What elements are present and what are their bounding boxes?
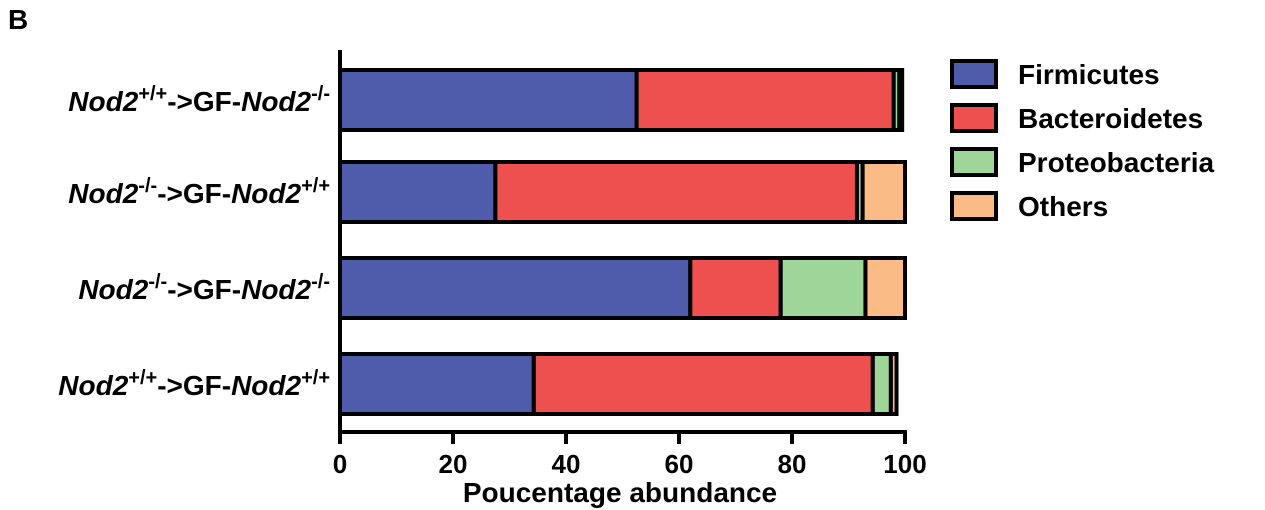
legend-label-bacteroidetes: Bacteroidetes (1018, 103, 1203, 134)
bar-segment-proteobacteria-4 (870, 352, 893, 416)
bar-segment-others-1 (897, 68, 905, 132)
bar-segment-others-2 (860, 160, 907, 224)
category-label-2: Nod2-/-->GF-Nod2+/+ (68, 175, 330, 209)
bar-segment-firmicutes-1 (338, 68, 639, 132)
bar-segment-firmicutes-2 (338, 160, 498, 224)
legend-swatch-firmicutes (950, 59, 998, 89)
bar-segment-bacteroidetes-4 (531, 352, 875, 416)
bar-segment-others-3 (863, 256, 908, 320)
x-tick-label-40: 40 (552, 449, 581, 479)
x-tick-label-100: 100 (883, 449, 926, 479)
category-label-4: Nod2+/+->GF-Nod2+/+ (58, 367, 330, 401)
x-axis: 0 20 40 60 80 100 (333, 50, 927, 479)
category-labels: Nod2+/+->GF-Nod2-/- Nod2-/-->GF-Nod2+/+ No… (58, 83, 330, 401)
legend-label-firmicutes: Firmicutes (1018, 59, 1160, 90)
category-label-3: Nod2-/-->GF-Nod2-/- (78, 271, 330, 305)
legend-swatch-others (950, 191, 998, 221)
x-tick-label-80: 80 (778, 449, 807, 479)
category-label-1: Nod2+/+->GF-Nod2-/- (68, 83, 330, 117)
bar-segment-firmicutes-3 (338, 256, 693, 320)
legend-swatch-bacteroidetes (950, 103, 998, 133)
bar-segment-bacteroidetes-3 (688, 256, 783, 320)
legend-swatch-proteobacteria (950, 147, 998, 177)
x-tick-label-0: 0 (333, 449, 347, 479)
x-tick-label-20: 20 (439, 449, 468, 479)
x-axis-label: Poucentage abundance (463, 477, 777, 508)
panel-label: B (8, 4, 29, 35)
bar-segment-bacteroidetes-2 (493, 160, 859, 224)
legend: Firmicutes Bacteroidetes Proteobacteria Oth… (950, 59, 1214, 222)
bar-segment-bacteroidetes-1 (634, 68, 896, 132)
x-tick-label-60: 60 (665, 449, 694, 479)
bar-segment-proteobacteria-3 (778, 256, 868, 320)
bar-segment-others-4 (888, 352, 899, 416)
bars-group (338, 68, 908, 416)
legend-label-others: Others (1018, 191, 1108, 222)
bar-segment-firmicutes-4 (338, 352, 536, 416)
legend-label-proteobacteria: Proteobacteria (1018, 147, 1214, 178)
